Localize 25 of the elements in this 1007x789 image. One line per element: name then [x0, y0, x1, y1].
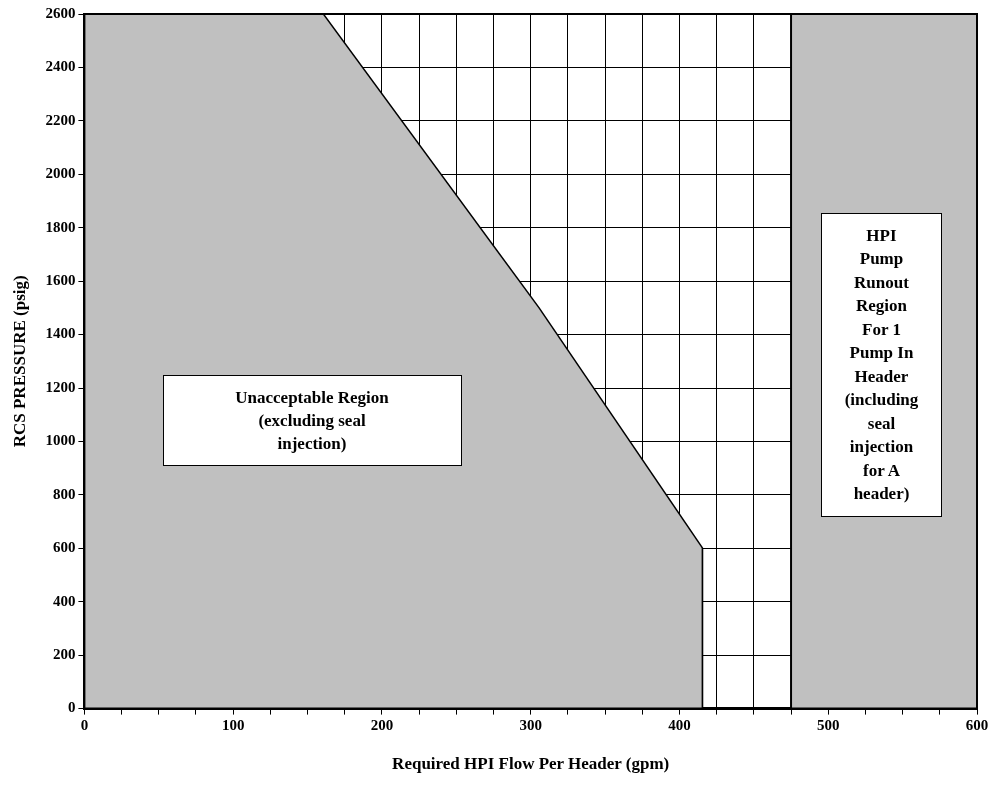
y-tick-label: 1000 [45, 432, 76, 449]
y-tick-label: 1600 [45, 272, 76, 289]
y-tick-label: 0 [67, 699, 76, 716]
x-tick-label: 500 [816, 717, 840, 734]
y-tick-label: 2400 [45, 58, 76, 75]
x-axis-title: Required HPI Flow Per Header (gpm) [392, 754, 670, 774]
y-tick-label: 600 [52, 539, 76, 556]
y-tick-label: 1800 [45, 218, 76, 235]
text-box: Unacceptable Region (excluding seal injection) [162, 374, 462, 466]
y-tick-label: 2000 [45, 165, 76, 182]
y-tick-label: 400 [52, 592, 76, 609]
y-axis-title: RCS PRESSURE (psig) [9, 275, 29, 448]
x-tick-label: 100 [221, 717, 245, 734]
y-tick-label: 1200 [45, 378, 76, 395]
y-tick-label: 200 [52, 646, 76, 663]
x-tick-label: 200 [370, 717, 394, 734]
y-tick-label: 1400 [45, 325, 76, 342]
y-tick-label: 2200 [45, 111, 76, 128]
x-tick-label: 600 [965, 717, 989, 734]
text-box: HPI Pump Runout Region For 1 Pump In Header (including seal injection for A header) [821, 212, 942, 517]
y-tick-label: 800 [52, 485, 76, 502]
x-tick-label: 400 [668, 717, 691, 734]
x-tick-label: 0 [80, 717, 89, 734]
x-tick-label: 300 [519, 717, 542, 734]
y-tick-label: 2600 [45, 4, 76, 21]
